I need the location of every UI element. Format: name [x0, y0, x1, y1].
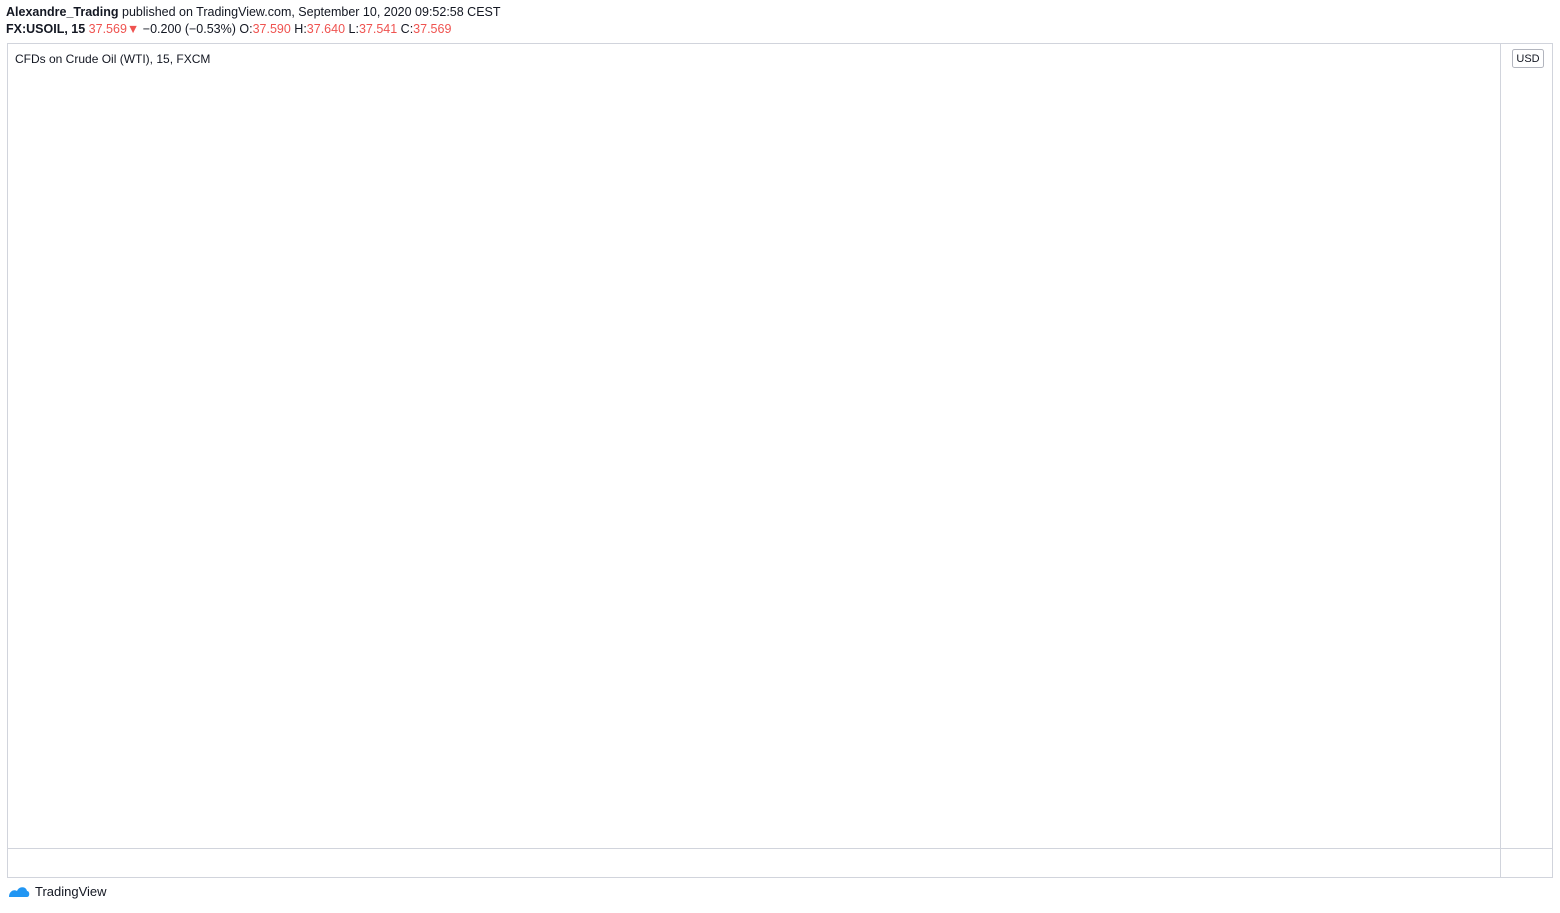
- last-price: 37.569: [88, 22, 127, 36]
- ohlc-key: C:: [400, 22, 414, 36]
- ohlc-value: 37.569: [413, 22, 452, 36]
- ohlc-value: 37.640: [306, 22, 346, 36]
- logo: [9, 886, 30, 897]
- currency-button[interactable]: [1512, 49, 1544, 68]
- published-text: published on TradingView.com, September …: [122, 5, 501, 19]
- currency[interactable]: USD: [1516, 53, 1539, 65]
- ohlc-value: 37.541: [358, 22, 398, 36]
- publisher: Alexandre_Trading: [6, 5, 119, 19]
- chart-title: CFDs on Crude Oil (WTI), 15, FXCM: [15, 52, 210, 66]
- ohlc-key: H:: [294, 22, 307, 36]
- symbol: FX:USOIL, 15: [6, 22, 86, 36]
- brand: TradingView: [35, 884, 107, 899]
- header: Alexandre_Trading published on TradingVi…: [6, 4, 501, 38]
- footer: TradingView: [8, 884, 107, 899]
- ohlc-value: 37.590: [252, 22, 291, 36]
- change: −0.200 (−0.53%): [142, 22, 236, 36]
- chart-frame: [7, 43, 1553, 878]
- ohlc-key: L:: [348, 22, 359, 36]
- ohlc-key: O:: [239, 22, 253, 36]
- change-arrow: ▼: [126, 22, 140, 36]
